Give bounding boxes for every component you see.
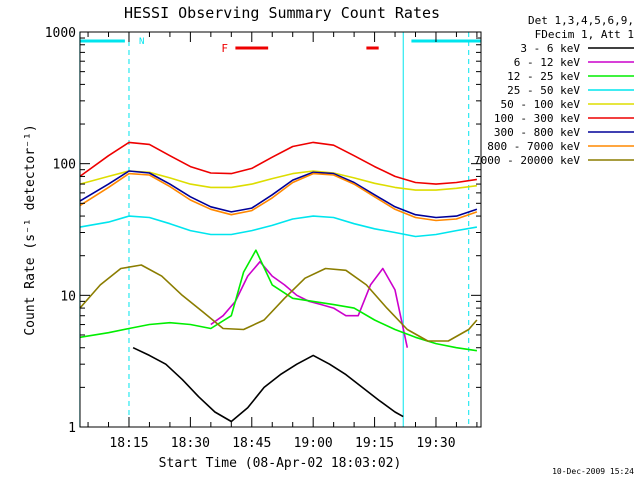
night-label: N xyxy=(139,37,144,47)
series-line-7 xyxy=(79,172,478,222)
x-tick-label-2: 18:45 xyxy=(232,436,271,451)
series-line-6 xyxy=(79,170,478,219)
legend-label-0: 3 - 6 keV xyxy=(520,42,580,55)
flare-label: F xyxy=(221,42,228,55)
legend-label-3: 25 - 50 keV xyxy=(507,84,580,97)
y-tick-label-0: 1 xyxy=(68,421,76,436)
timestamp: 10-Dec-2009 15:24 xyxy=(552,467,634,476)
legend-label-2: 12 - 25 keV xyxy=(507,70,580,83)
x-tick-label-1: 18:30 xyxy=(171,436,210,451)
series-line-2 xyxy=(79,249,478,352)
legend-label-4: 50 - 100 keV xyxy=(501,98,581,111)
y-tick-label-2: 100 xyxy=(53,158,76,173)
series-line-5 xyxy=(79,141,478,185)
legend-label-7: 800 - 7000 keV xyxy=(487,140,580,153)
legend-label-5: 100 - 300 keV xyxy=(494,112,580,125)
series-line-8 xyxy=(79,264,478,342)
y-tick-label-1: 10 xyxy=(60,289,76,304)
x-axis: 18:15 18:30 18:45 19:00 19:15 19:30 xyxy=(87,32,478,451)
legend-label-8: 7000 - 20000 keV xyxy=(474,154,580,167)
plot-frame xyxy=(79,31,482,428)
legend-label-1: 6 - 12 keV xyxy=(514,56,581,69)
chart-title: HESSI Observing Summary Count Rates xyxy=(124,4,440,22)
series-line-0 xyxy=(132,346,404,423)
series-line-1 xyxy=(210,260,409,348)
legend-header-line-1: Det 1,3,4,5,6,9, xyxy=(528,14,634,27)
series-line-3 xyxy=(79,215,478,238)
series-line-4 xyxy=(79,170,478,191)
y-axis-label: Count Rate (s⁻¹ detector⁻¹) xyxy=(23,124,38,335)
x-tick-label-3: 19:00 xyxy=(294,436,333,451)
legend-header-line-2: FDecim 1, Att 1 xyxy=(535,28,634,41)
x-tick-label-0: 18:15 xyxy=(109,436,148,451)
x-tick-label-4: 19:15 xyxy=(355,436,394,451)
x-axis-label: Start Time (08-Apr-02 18:03:02) xyxy=(159,456,402,471)
x-tick-label-5: 19:30 xyxy=(416,436,455,451)
y-axis: 1 10 100 1000 xyxy=(45,26,481,436)
legend-label-6: 300 - 800 keV xyxy=(494,126,580,139)
y-tick-label-3: 1000 xyxy=(45,26,76,41)
legend: Det 1,3,4,5,6,9, FDecim 1, Att 1 3 - 6 k… xyxy=(474,14,634,167)
